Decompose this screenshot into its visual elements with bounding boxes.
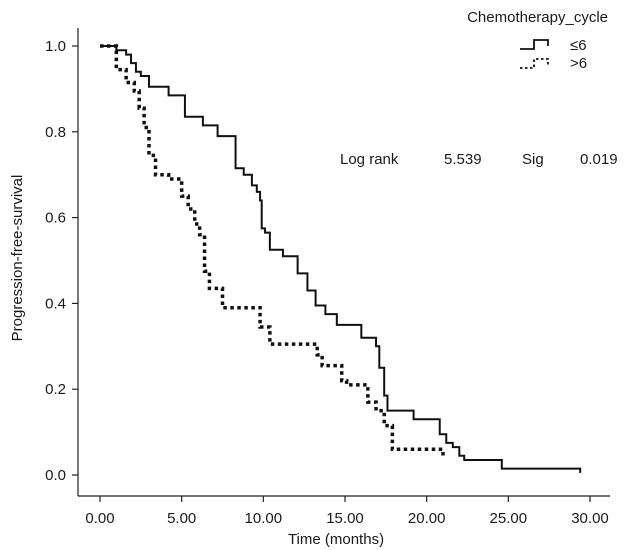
x-axis-title: Time (months)	[288, 531, 384, 548]
legend-solid-swatch	[520, 39, 549, 50]
log-rank-label: Log rank	[340, 151, 399, 168]
sig-value: 0.019	[580, 151, 618, 168]
x-tick-label: 20.00	[408, 510, 446, 527]
y-tick-label: 0.0	[45, 467, 66, 484]
legend: Chemotherapy_cycle ≤6 >6	[467, 9, 608, 72]
legend-dotted-swatch	[520, 58, 549, 69]
x-tick-label: 25.00	[490, 510, 528, 527]
y-tick-label: 0.8	[45, 124, 66, 141]
series-le6-curve	[100, 45, 582, 473]
x-tick-label: 30.00	[571, 510, 609, 527]
log-rank-stats: Log rank 5.539 Sig 0.019	[340, 151, 618, 168]
x-tick-label: 10.00	[245, 510, 283, 527]
x-tick-label: 0.00	[85, 510, 114, 527]
y-tick-label: 0.6	[45, 210, 66, 227]
chart-curves	[100, 44, 582, 473]
legend-title: Chemotherapy_cycle	[467, 9, 608, 26]
sig-label: Sig	[522, 151, 544, 168]
x-tick-label: 5.00	[167, 510, 196, 527]
y-tick-label: 0.2	[45, 381, 66, 398]
legend-item-le6-label: ≤6	[570, 37, 587, 54]
y-tick-label: 0.4	[45, 295, 66, 312]
x-tick-label: 15.00	[326, 510, 364, 527]
series-gt6-curve	[100, 44, 445, 458]
y-tick-label: 1.0	[45, 38, 66, 55]
legend-item-gt6-label: >6	[570, 55, 587, 72]
log-rank-value: 5.539	[444, 151, 482, 168]
y-axis-title: Progression-free-survival	[9, 175, 26, 342]
chart-axes: 0.00 5.00 10.00 15.00 20.00 25.00 30.00 0.0 0.2 0…	[45, 28, 610, 527]
